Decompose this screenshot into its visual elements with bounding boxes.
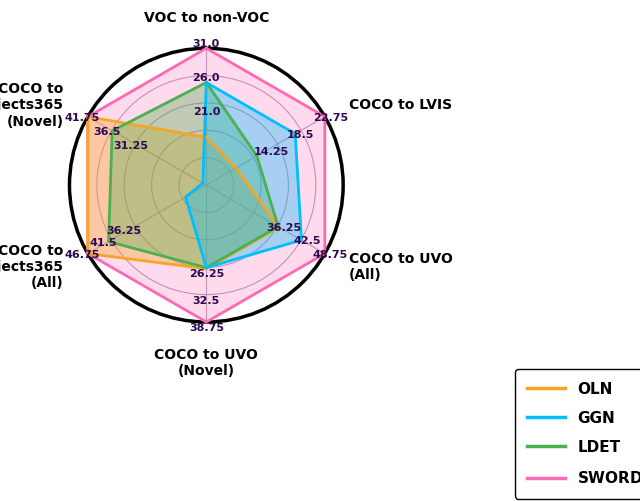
Text: VOC to non-VOC: VOC to non-VOC <box>143 11 269 25</box>
Text: 36.25: 36.25 <box>266 222 301 232</box>
Text: 21.0: 21.0 <box>193 107 220 117</box>
Polygon shape <box>109 83 278 268</box>
Text: COCO to LVIS: COCO to LVIS <box>349 98 452 112</box>
Text: 31.25: 31.25 <box>114 141 148 151</box>
Text: 42.5: 42.5 <box>293 235 321 245</box>
Text: 26.0: 26.0 <box>193 73 220 83</box>
Legend: OLN, GGN, LDET, SWORD$^{\dagger}$: OLN, GGN, LDET, SWORD$^{\dagger}$ <box>515 369 640 498</box>
Text: 41.75: 41.75 <box>65 113 100 122</box>
Text: COCO to UVO
(All): COCO to UVO (All) <box>349 252 452 282</box>
Text: COCO to UVO
(Novel): COCO to UVO (Novel) <box>154 347 259 377</box>
Text: 22.75: 22.75 <box>313 113 348 122</box>
Polygon shape <box>88 49 325 322</box>
Text: 14.25: 14.25 <box>253 147 289 157</box>
Polygon shape <box>88 117 279 269</box>
Text: 26.25: 26.25 <box>189 269 224 279</box>
Text: COCO to
Objects365
(Novel): COCO to Objects365 (Novel) <box>0 82 64 128</box>
Text: 36.5: 36.5 <box>93 127 120 136</box>
Polygon shape <box>186 83 301 268</box>
Text: 41.5: 41.5 <box>90 237 117 247</box>
Text: 48.75: 48.75 <box>313 249 348 259</box>
Text: 46.75: 46.75 <box>65 249 100 259</box>
Text: 18.5: 18.5 <box>287 130 314 140</box>
Text: COCO to
Objects365
(All): COCO to Objects365 (All) <box>0 243 64 290</box>
Text: 38.75: 38.75 <box>189 323 224 333</box>
Text: 32.5: 32.5 <box>193 296 220 306</box>
Text: 36.25: 36.25 <box>106 225 141 235</box>
Text: 31.0: 31.0 <box>193 39 220 49</box>
